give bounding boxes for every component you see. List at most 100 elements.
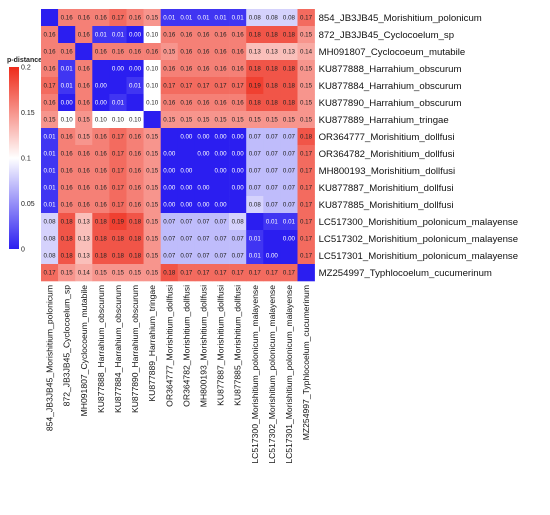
cell-value-label: 0.16 (78, 151, 91, 158)
cell-value-label: 0.10 (146, 66, 159, 73)
heatmap-cell-r14-c10 (212, 247, 230, 265)
cell-value-label: 0.00 (180, 168, 193, 175)
heatmap-cell-r10-c8 (177, 179, 196, 197)
cell-value-label: 0.16 (78, 168, 91, 175)
heatmap-cell-r10-c14 (280, 179, 298, 197)
cell-value-label: 0.16 (129, 151, 142, 158)
column-label: 872_JB3JB45_Cyclocoelum_sp (62, 285, 72, 407)
heatmap-cell-r5-c2 (75, 94, 93, 112)
cell-value-label: 0.07 (180, 219, 193, 226)
row-label: KU877884_Harrahium_obscurum (319, 81, 462, 92)
cell-value-label: 0.17 (112, 168, 125, 175)
column-label: LC517300_Morishitium_polonicum_malayense (250, 285, 260, 464)
cell-value-label: 0.15 (129, 270, 142, 277)
heatmap-cell-r12-c1 (58, 213, 76, 231)
heatmap-cell-r10-c11 (229, 179, 247, 197)
cell-value-label: 0.01 (197, 15, 210, 22)
heatmap-cell-r0-c10 (212, 9, 230, 27)
heatmap-cell-r0-c2 (75, 9, 93, 27)
cell-value-label: 0.15 (163, 49, 176, 56)
heatmap-cell-r9-c13 (263, 162, 281, 180)
heatmap-cell-r12-c14 (280, 213, 298, 231)
heatmap-cell-r5-c14 (280, 94, 298, 112)
heatmap-cell-r9-c4 (109, 162, 127, 180)
cell-value-label: 0.01 (249, 236, 262, 243)
cell-value-label: 0.16 (232, 100, 245, 107)
cell-value-label: 0.16 (61, 134, 74, 141)
cell-value-label: 0.15 (215, 117, 228, 124)
cell-value-label: 0.16 (95, 185, 108, 192)
heatmap-cell-r13-c4 (109, 230, 127, 248)
cell-value-label: 0.10 (146, 83, 159, 90)
heatmap-cell-r3-c7 (160, 60, 179, 78)
cell-value-label: 0.13 (78, 236, 91, 243)
cell-value-label: 0.13 (283, 49, 296, 56)
heatmap-cell-r1-c3 (92, 26, 110, 44)
heatmap-cell-r7-c12 (246, 128, 264, 146)
heatmap-cell-r7-c7 (160, 128, 179, 146)
cell-value-label: 0.00 (197, 202, 210, 209)
cell-value-label: 0.00 (129, 32, 142, 39)
cell-value-label: 0.10 (146, 32, 159, 39)
heatmap-cell-r14-c7 (160, 247, 179, 265)
heatmap-cell-r10-c1 (58, 179, 76, 197)
cell-value-label: 0.07 (232, 236, 245, 243)
heatmap-cell-r0-c11 (229, 9, 247, 27)
cell-value-label: 0.16 (163, 66, 176, 73)
cell-value-label: 0.16 (44, 66, 57, 73)
heatmap-cell-r7-c10 (212, 128, 230, 146)
heatmap-cell-r15-c7 (160, 264, 179, 282)
cell-value-label: 0.16 (129, 168, 142, 175)
heatmap-cell-r0-c1 (58, 9, 76, 27)
heatmap-cell-r2-c10 (212, 43, 230, 61)
heatmap-cell-r12-c12 (246, 213, 264, 231)
cell-value-label: 0.15 (78, 134, 91, 141)
heatmap-cell-r7-c2 (75, 128, 93, 146)
cell-value-label: 0.10 (95, 117, 108, 124)
heatmap-cell-r8-c10 (212, 145, 230, 163)
cell-value-label: 0.16 (215, 49, 228, 56)
cell-value-label: 0.16 (61, 151, 74, 158)
heatmap-cell-r8-c2 (75, 145, 93, 163)
cell-value-label: 0.17 (215, 83, 228, 90)
heatmap-cell-r14-c13 (263, 247, 281, 265)
heatmap-cell-r10-c10 (212, 179, 230, 197)
cell-value-label: 0.15 (232, 117, 245, 124)
cell-value-label: 0.08 (266, 15, 279, 22)
heatmap-cell-r11-c1 (58, 196, 76, 214)
heatmap-cell-r4-c8 (177, 77, 196, 95)
cell-value-label: 0.18 (266, 83, 279, 90)
heatmap-cell-r2-c7 (160, 43, 179, 61)
heatmap-cell-r0-c14 (280, 9, 298, 27)
heatmap-cell-r11-c10 (212, 196, 230, 214)
heatmap-cell-r7-c4 (109, 128, 127, 146)
cell-value-label: 0.00 (232, 168, 245, 175)
heatmap-cell-r14-c8 (177, 247, 196, 265)
cell-value-label: 0.08 (44, 236, 57, 243)
cell-value-label: 0.07 (283, 168, 296, 175)
heatmap-cell-r0-c5 (126, 9, 144, 27)
heatmap-cell-r6-c0 (41, 111, 59, 129)
heatmap-cell-r2-c15 (297, 43, 315, 61)
heatmap-cell-r13-c1 (58, 230, 76, 248)
heatmap-cell-r1-c12 (246, 26, 264, 44)
cell-value-label: 0.07 (215, 253, 228, 260)
heatmap-cell-r4-c0 (41, 77, 59, 95)
cell-value-label: 0.18 (61, 236, 74, 243)
cell-value-label: 0.07 (180, 236, 193, 243)
heatmap-cell-r14-c4 (109, 247, 127, 265)
cell-value-label: 0.16 (78, 185, 91, 192)
cell-value-label: 0.01 (112, 100, 125, 107)
row-label: KU877888_Harrahium_obscurum (319, 64, 462, 75)
cell-value-label: 0.16 (163, 100, 176, 107)
column-label: LC517302_Morishitium_polonicum_malayense (267, 285, 277, 464)
heatmap-cell-r5-c6 (143, 94, 161, 112)
heatmap-cell-r15-c14 (280, 264, 298, 282)
cell-value-label: 0.16 (61, 202, 74, 209)
heatmap-cell-r0-c12 (246, 9, 264, 27)
heatmap-cell-r1-c14 (280, 26, 298, 44)
heatmap-cell-r12-c13 (263, 213, 281, 231)
heatmap-cell-r4-c6 (143, 77, 161, 95)
cell-value-label: 0.17 (44, 83, 57, 90)
cell-value-label: 0.08 (249, 15, 262, 22)
